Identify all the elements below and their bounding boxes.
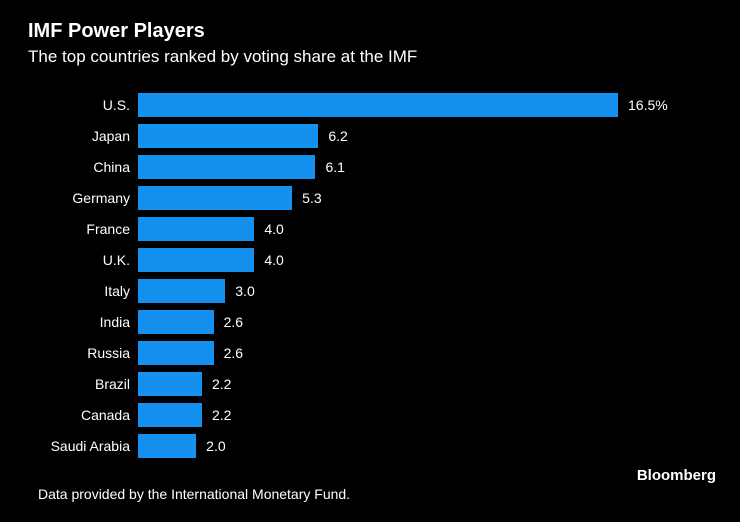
- value-label: 2.6: [214, 345, 243, 361]
- bar-area: 2.2: [138, 370, 712, 398]
- bar-row: Saudi Arabia 2.0: [38, 432, 712, 460]
- value-label: 4.0: [254, 221, 283, 237]
- country-label: U.K.: [38, 252, 138, 268]
- bar: [138, 372, 202, 396]
- value-label: 6.2: [318, 128, 347, 144]
- bar-area: 2.2: [138, 401, 712, 429]
- bar-row: India 2.6: [38, 308, 712, 336]
- value-label: 5.3: [292, 190, 321, 206]
- bar-row: France 4.0: [38, 215, 712, 243]
- value-label: 6.1: [315, 159, 344, 175]
- bar-row: Russia 2.6: [38, 339, 712, 367]
- bar-area: 2.6: [138, 308, 712, 336]
- bar-row: Japan 6.2: [38, 122, 712, 150]
- bar: [138, 279, 225, 303]
- bar: [138, 248, 254, 272]
- bar-area: 4.0: [138, 246, 712, 274]
- country-label: Brazil: [38, 376, 138, 392]
- country-label: Russia: [38, 345, 138, 361]
- bar: [138, 310, 214, 334]
- bar: [138, 341, 214, 365]
- bar-area: 2.6: [138, 339, 712, 367]
- bar-row: Brazil 2.2: [38, 370, 712, 398]
- bar-area: 5.3: [138, 184, 712, 212]
- country-label: China: [38, 159, 138, 175]
- value-label: 2.6: [214, 314, 243, 330]
- bar: [138, 403, 202, 427]
- value-label: 2.0: [196, 438, 225, 454]
- bar: [138, 124, 318, 148]
- bar: [138, 93, 618, 117]
- bar-chart: U.S. 16.5% Japan 6.2 China 6.1 Germany 5.3 Franc…: [38, 91, 712, 460]
- country-label: Germany: [38, 190, 138, 206]
- bar-area: 16.5%: [138, 91, 712, 119]
- value-label: 2.2: [202, 376, 231, 392]
- chart-container: IMF Power Players The top countries rank…: [0, 0, 740, 522]
- bar: [138, 434, 196, 458]
- value-label: 4.0: [254, 252, 283, 268]
- brand-label: Bloomberg: [637, 467, 716, 484]
- bar-row: U.K. 4.0: [38, 246, 712, 274]
- bar-row: Italy 3.0: [38, 277, 712, 305]
- country-label: Japan: [38, 128, 138, 144]
- bar: [138, 155, 315, 179]
- country-label: U.S.: [38, 97, 138, 113]
- bar: [138, 186, 292, 210]
- chart-title: IMF Power Players: [28, 20, 712, 43]
- bar-area: 4.0: [138, 215, 712, 243]
- bar-row: U.S. 16.5%: [38, 91, 712, 119]
- bar-area: 6.2: [138, 122, 712, 150]
- value-label: 3.0: [225, 283, 254, 299]
- bar: [138, 217, 254, 241]
- bar-area: 2.0: [138, 432, 712, 460]
- bar-area: 6.1: [138, 153, 712, 181]
- country-label: India: [38, 314, 138, 330]
- bar-row: Canada 2.2: [38, 401, 712, 429]
- value-label: 2.2: [202, 407, 231, 423]
- chart-footer: Data provided by the International Monet…: [38, 486, 712, 502]
- country-label: Italy: [38, 283, 138, 299]
- bar-row: China 6.1: [38, 153, 712, 181]
- country-label: Canada: [38, 407, 138, 423]
- country-label: Saudi Arabia: [38, 438, 138, 454]
- country-label: France: [38, 221, 138, 237]
- chart-subtitle: The top countries ranked by voting share…: [28, 47, 712, 67]
- bar-area: 3.0: [138, 277, 712, 305]
- bar-row: Germany 5.3: [38, 184, 712, 212]
- value-label: 16.5%: [618, 97, 668, 113]
